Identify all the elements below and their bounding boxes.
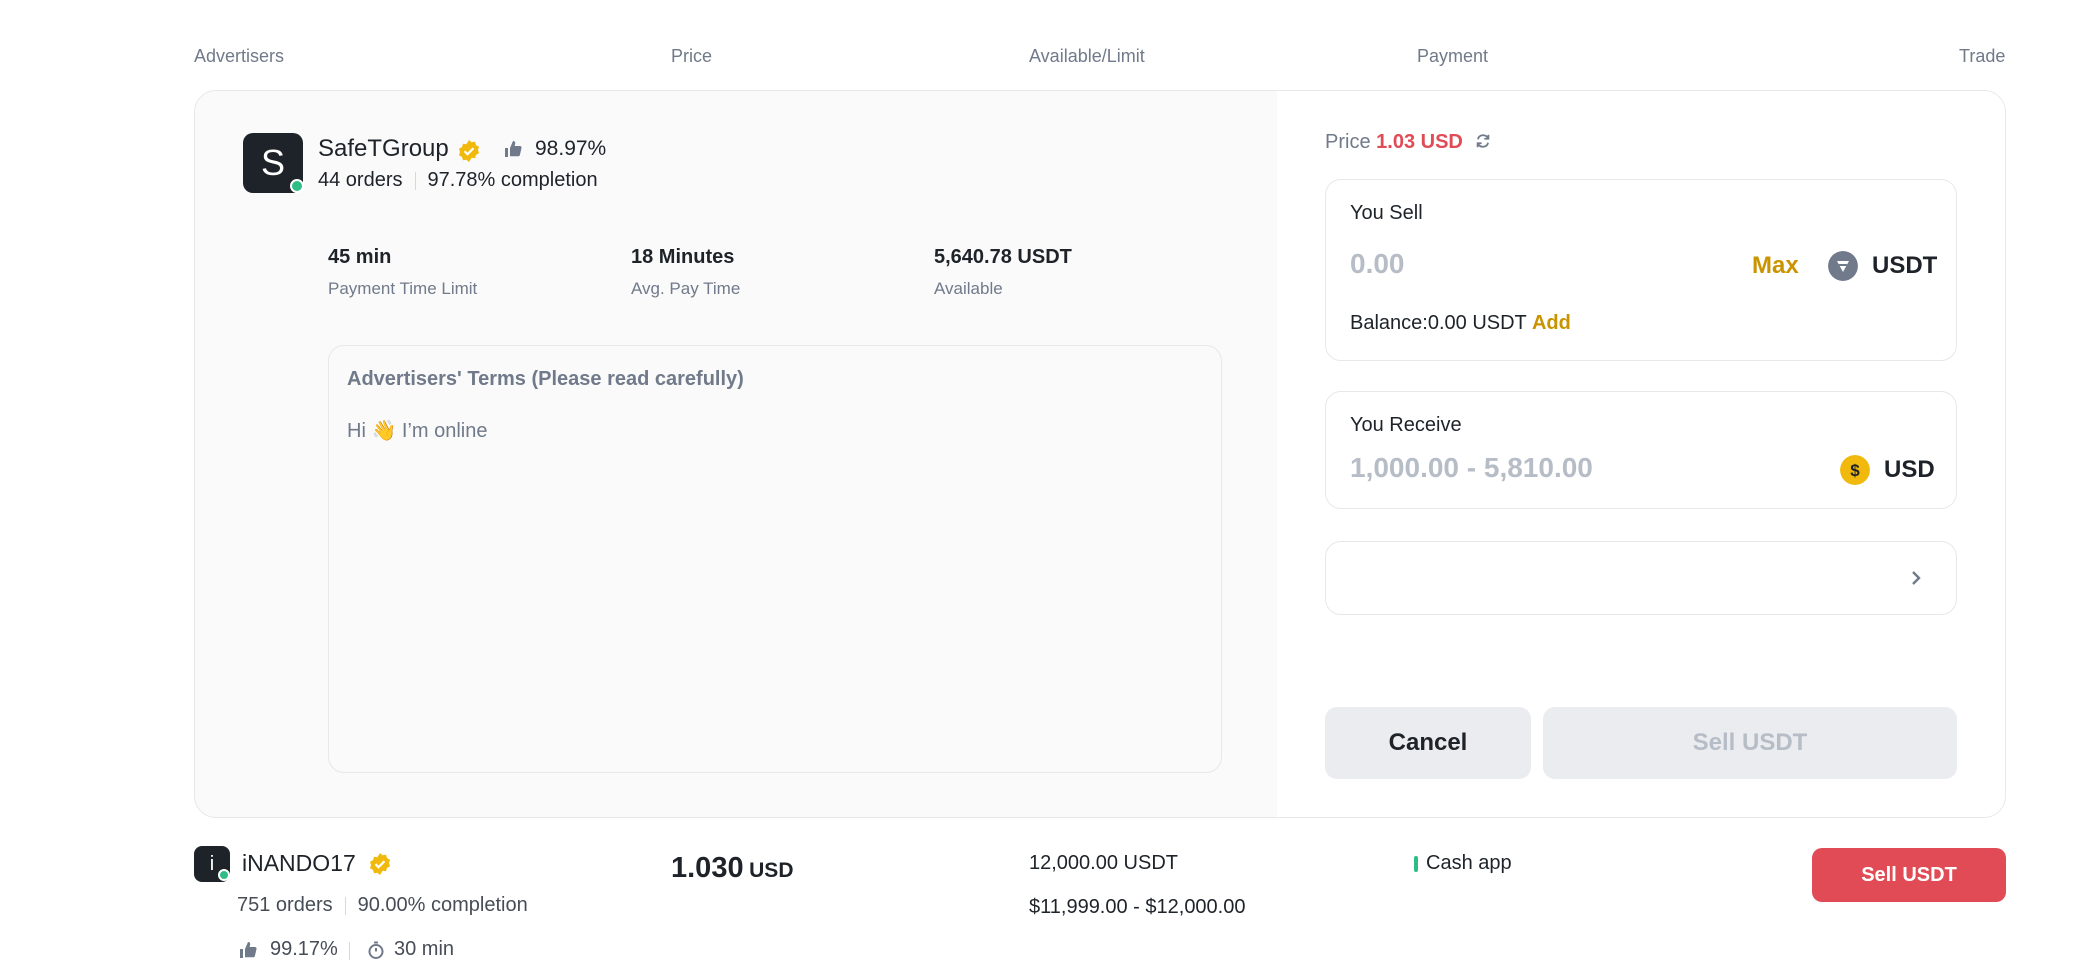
row2-price: 1.030 USD: [671, 852, 793, 885]
advertiser-avatar[interactable]: S: [243, 133, 303, 193]
max-button[interactable]: Max: [1752, 252, 1799, 279]
available-amount-label: Available: [934, 279, 1003, 298]
available-amount-value: 5,640.78 USDT: [934, 246, 1072, 268]
receive-currency: USD: [1884, 456, 1935, 483]
row2-payment-method: Cash app: [1426, 852, 1512, 874]
price-label: Price: [1325, 131, 1371, 153]
row2-avatar-letter: i: [209, 852, 215, 875]
price-line: Price 1.03 USD: [1325, 131, 1492, 154]
sell-currency: USDT: [1872, 252, 1938, 279]
you-receive-box[interactable]: You Receive 1,000.00 - 5,810.00 $ USD: [1325, 391, 1957, 509]
sell-amount-input[interactable]: 0.00: [1350, 248, 1405, 279]
verified-badge-icon: [459, 140, 479, 162]
online-status-dot: [290, 179, 304, 193]
order-panel: Price 1.03 USD You Sell 0.00 Max USDT Ba…: [1277, 91, 2005, 817]
row2-stopwatch-icon: [368, 941, 384, 959]
advertiser-order-stats: 44 orders 97.78% completion: [318, 169, 598, 192]
add-balance-link[interactable]: Add: [1531, 312, 1571, 334]
cancel-button[interactable]: Cancel: [1325, 707, 1531, 779]
row2-advertiser-name[interactable]: iNANDO17: [242, 850, 356, 876]
row2-available: 12,000.00 USDT: [1029, 852, 1178, 874]
row2-rating: 99.17%: [270, 938, 338, 960]
sell-usdt-button-disabled[interactable]: Sell USDT: [1543, 707, 1957, 779]
avg-pay-time-value: 18 Minutes: [631, 246, 735, 268]
row2-verified-badge-icon: [370, 853, 390, 875]
chevron-right-icon: [1912, 571, 1921, 585]
usdt-coin-icon: [1828, 251, 1858, 281]
payment-indicator-bar: [1414, 856, 1418, 872]
you-sell-box[interactable]: You Sell 0.00 Max USDT Balance:0.00 USDT…: [1325, 179, 1957, 361]
you-sell-label: You Sell: [1350, 202, 1423, 224]
divider: [414, 171, 416, 190]
advertiser-terms-box: Advertisers' Terms (Please read carefull…: [328, 345, 1222, 773]
svg-text:$: $: [1850, 461, 1860, 480]
header-price: Price: [671, 46, 713, 66]
orders-count: 44 orders: [318, 169, 403, 191]
balance-line: Balance:0.00 USDT Add: [1350, 312, 1571, 335]
avatar-letter: S: [260, 142, 285, 183]
row2-time: 30 min: [394, 938, 455, 960]
divider: [344, 896, 346, 915]
row2-online-dot: [218, 869, 230, 881]
payment-time-limit-value: 45 min: [328, 246, 392, 268]
expanded-ad-card: S SafeTGroup 98.97% 44 orders 97.78% comp…: [194, 90, 2006, 818]
divider: [349, 942, 350, 960]
terms-title: Advertisers' Terms (Please read carefull…: [347, 368, 744, 390]
advertiser-name[interactable]: SafeTGroup: [318, 135, 449, 162]
balance-text: Balance:0.00 USDT: [1350, 312, 1527, 334]
payment-method-selector[interactable]: [1325, 541, 1957, 615]
row2-limit: $11,999.00 - $12,000.00: [1029, 896, 1246, 918]
header-available-limit: Available/Limit: [1029, 46, 1145, 66]
price-value: 1.03 USD: [1376, 131, 1463, 153]
receive-amount-input[interactable]: 1,000.00 - 5,810.00: [1350, 452, 1593, 483]
avg-pay-time-label: Avg. Pay Time: [631, 279, 741, 298]
header-trade: Trade: [1959, 46, 2006, 66]
row2-order-stats: 751 orders 90.00% completion: [237, 894, 528, 917]
row2-price-value: 1.030: [671, 852, 744, 884]
row2-orders-count: 751 orders: [237, 894, 333, 916]
you-receive-label: You Receive: [1350, 414, 1462, 436]
row2-thumbs-up-icon: [240, 942, 257, 958]
refresh-icon[interactable]: [1474, 132, 1492, 150]
row2-sell-usdt-button[interactable]: Sell USDT: [1812, 848, 2006, 902]
terms-body: Hi 👋 I’m online: [347, 420, 488, 442]
completion-rate: 97.78% completion: [427, 169, 598, 191]
payment-time-limit-label: Payment Time Limit: [328, 279, 478, 298]
header-advertisers: Advertisers: [194, 46, 285, 66]
row2-completion-rate: 90.00% completion: [357, 894, 528, 916]
thumbs-up-icon: [505, 141, 522, 157]
advertiser-rating: 98.97%: [535, 137, 607, 160]
row2-price-unit: USD: [749, 859, 794, 882]
usd-coin-icon: $: [1840, 455, 1870, 485]
header-payment: Payment: [1417, 46, 1489, 66]
